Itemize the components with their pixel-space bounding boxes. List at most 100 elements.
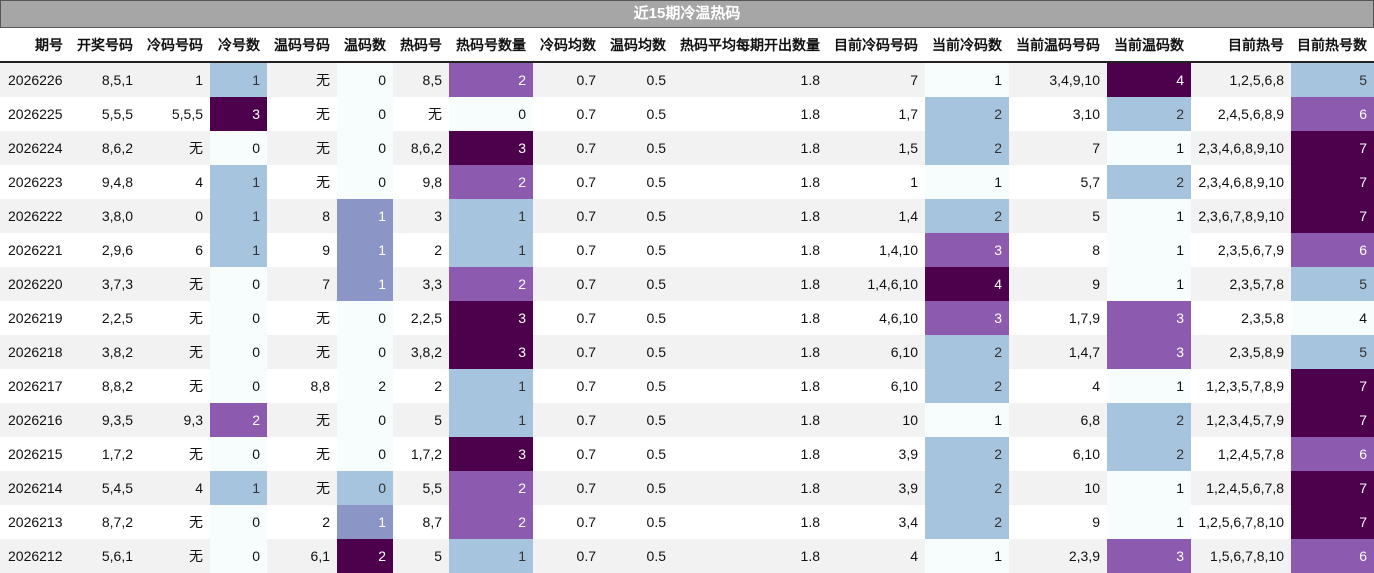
table-cell: 1.8 — [673, 97, 827, 131]
table-cell: 2,3,5,7,8 — [1191, 267, 1291, 301]
table-cell: 0 — [210, 131, 267, 165]
table-cell: 1 — [1107, 369, 1191, 403]
table-cell: 0.7 — [533, 62, 603, 97]
table-row: 2026215 1,7,2 无 0 无 0 1,7,2 3 0.7 0.5 1.8 3,9 2 6,10 2… — [0, 437, 1374, 471]
table-cell: 1 — [210, 471, 267, 505]
column-header: 温码均数 — [603, 28, 673, 63]
table-cell: 0 — [337, 62, 393, 97]
table-cell: 8 — [267, 199, 337, 233]
table-cell: 2026223 — [0, 165, 70, 199]
table-row: 2026214 5,4,5 4 1 无 0 5,5 2 0.7 0.5 1.8 3,9 2 10 1 1,2,… — [0, 471, 1374, 505]
table-cell: 1,7,9 — [1009, 301, 1107, 335]
table-cell: 2 — [1107, 97, 1191, 131]
header-row: 期号 开奖号码 冷码号码 冷号数 温码号码 温码数 热码号 热码号数量 冷码均数 温码均数 热码平均… — [0, 28, 1374, 63]
table-cell: 0.7 — [533, 403, 603, 437]
table-cell: 5,5 — [393, 471, 449, 505]
table-cell: 1 — [210, 165, 267, 199]
table-cell: 4 — [1009, 369, 1107, 403]
table-cell: 1.8 — [673, 471, 827, 505]
table-cell: 6 — [1291, 97, 1374, 131]
table-cell: 6,10 — [827, 335, 925, 369]
table-cell: 4 — [140, 471, 210, 505]
table-cell: 无 — [140, 437, 210, 471]
table-cell: 0 — [337, 403, 393, 437]
table-cell: 2026226 — [0, 62, 70, 97]
table-cell: 1 — [827, 165, 925, 199]
table-cell: 1.8 — [673, 199, 827, 233]
table-cell: 1,4,10 — [827, 233, 925, 267]
table-cell: 4 — [140, 165, 210, 199]
table-cell: 2 — [267, 505, 337, 539]
table-cell: 6 — [1291, 437, 1374, 471]
table-cell: 5,4,5 — [70, 471, 140, 505]
table-cell: 0.7 — [533, 505, 603, 539]
table-cell: 2026212 — [0, 539, 70, 573]
table-row: 2026212 5,6,1 无 0 6,1 2 5 1 0.7 0.5 1.8 4 1 2,3,9 3 1,5… — [0, 539, 1374, 573]
table-cell: 2026221 — [0, 233, 70, 267]
table-cell: 0.5 — [603, 301, 673, 335]
table-cell: 9 — [1009, 267, 1107, 301]
table-cell: 1 — [925, 403, 1009, 437]
table-cell: 无 — [140, 539, 210, 573]
table-cell: 1,4,7 — [1009, 335, 1107, 369]
column-header: 期号 — [0, 28, 70, 63]
table-cell: 7 — [1291, 199, 1374, 233]
table-cell: 4 — [827, 539, 925, 573]
table-cell: 1.8 — [673, 369, 827, 403]
table-row: 2026217 8,8,2 无 0 8,8 2 2 1 0.7 0.5 1.8 6,10 2 4 1 1,2,… — [0, 369, 1374, 403]
column-header: 热码号 — [393, 28, 449, 63]
table-cell: 1,4,6,10 — [827, 267, 925, 301]
table-title: 近15期冷温热码 — [0, 0, 1374, 28]
table-cell: 无 — [140, 505, 210, 539]
table-cell: 1 — [1107, 471, 1191, 505]
table-cell: 2 — [210, 403, 267, 437]
table-cell: 2,3,4,6,8,9,10 — [1191, 165, 1291, 199]
table-row: 2026216 9,3,5 9,3 2 无 0 5 1 0.7 0.5 1.8 10 1 6,8 2 1,2,… — [0, 403, 1374, 437]
table-cell: 2 — [337, 369, 393, 403]
table-cell: 8,7 — [393, 505, 449, 539]
table-cell: 0.5 — [603, 369, 673, 403]
table-cell: 3,4 — [827, 505, 925, 539]
table-cell: 2 — [925, 369, 1009, 403]
table-cell: 7 — [1291, 369, 1374, 403]
column-header: 当前冷码数 — [925, 28, 1009, 63]
table-cell: 7 — [827, 62, 925, 97]
column-header: 当前温码数 — [1107, 28, 1191, 63]
table-cell: 1 — [1107, 199, 1191, 233]
table-cell: 1.8 — [673, 165, 827, 199]
table-cell: 无 — [140, 301, 210, 335]
table-cell: 9,3 — [140, 403, 210, 437]
column-header: 开奖号码 — [70, 28, 140, 63]
table-cell: 2 — [1107, 437, 1191, 471]
table-row: 2026221 2,9,6 6 1 9 1 2 1 0.7 0.5 1.8 1,4,10 3 8 1 2,3,… — [0, 233, 1374, 267]
table-cell: 0.7 — [533, 539, 603, 573]
table-cell: 0.5 — [603, 233, 673, 267]
table-cell: 0.5 — [603, 62, 673, 97]
column-header: 冷号数 — [210, 28, 267, 63]
table-cell: 无 — [267, 301, 337, 335]
table-cell: 0 — [140, 199, 210, 233]
column-header: 当前温码号码 — [1009, 28, 1107, 63]
table-cell: 无 — [140, 335, 210, 369]
table-cell: 1 — [210, 62, 267, 97]
table-cell: 1 — [140, 62, 210, 97]
table-cell: 4,6,10 — [827, 301, 925, 335]
table-cell: 无 — [267, 62, 337, 97]
table-cell: 2,3,5,6,7,9 — [1191, 233, 1291, 267]
table-cell: 2 — [925, 131, 1009, 165]
table-cell: 3 — [449, 335, 533, 369]
table-cell: 0 — [449, 97, 533, 131]
table-cell: 0 — [210, 505, 267, 539]
table-cell: 5 — [1009, 199, 1107, 233]
table-cell: 2 — [925, 199, 1009, 233]
table-cell: 2026213 — [0, 505, 70, 539]
table-row: 2026218 3,8,2 无 0 无 0 3,8,2 3 0.7 0.5 1.8 6,10 2 1,4,… — [0, 335, 1374, 369]
column-header: 热码平均每期开出数量 — [673, 28, 827, 63]
table-cell: 1 — [337, 267, 393, 301]
table-cell: 1,4 — [827, 199, 925, 233]
table-cell: 0.7 — [533, 301, 603, 335]
table-cell: 5,7 — [1009, 165, 1107, 199]
table-cell: 3 — [449, 437, 533, 471]
table-cell: 1,2,3,4,5,7,9 — [1191, 403, 1291, 437]
table-cell: 0 — [210, 267, 267, 301]
